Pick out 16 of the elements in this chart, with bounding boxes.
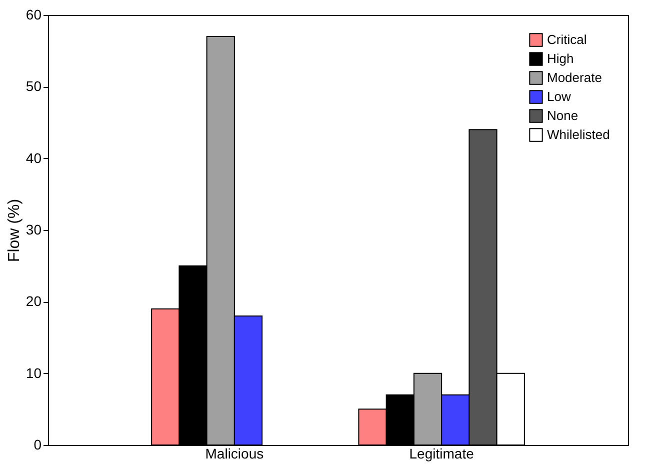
legend-label: Low [547,89,572,104]
y-tick-label: 20 [26,293,42,310]
y-tick-label: 60 [26,6,42,22]
legend-label: Moderate [547,70,602,85]
legend-label: High [547,51,574,66]
y-tick-label: 40 [26,150,42,166]
x-tick-label: Malicious [205,446,264,462]
legend-label: Whilelisted [547,127,610,142]
y-tick-label: 50 [26,78,42,94]
legend-label: Critical [547,32,587,47]
y-tick-label: 10 [26,364,42,381]
x-tick-label: Legitimate [409,446,474,462]
y-tick-label: 0 [34,436,42,452]
y-axis-title: Flow (%) [6,198,23,262]
legend-label: None [547,108,578,123]
y-tick-label: 30 [26,222,42,238]
